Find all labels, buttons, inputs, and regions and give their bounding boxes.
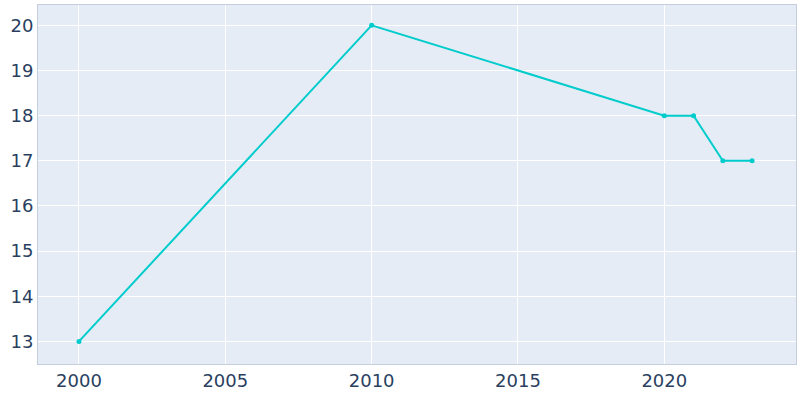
svg-text:13: 13 [10, 331, 33, 352]
svg-text:16: 16 [10, 195, 33, 216]
svg-text:2000: 2000 [56, 370, 102, 391]
svg-text:2015: 2015 [495, 370, 541, 391]
svg-text:2010: 2010 [349, 370, 395, 391]
svg-text:2005: 2005 [202, 370, 248, 391]
svg-text:18: 18 [10, 105, 33, 126]
svg-text:19: 19 [10, 60, 33, 81]
svg-text:2020: 2020 [641, 370, 687, 391]
svg-text:15: 15 [10, 240, 33, 261]
svg-text:14: 14 [10, 286, 33, 307]
svg-text:20: 20 [10, 15, 33, 36]
svg-text:17: 17 [10, 150, 33, 171]
